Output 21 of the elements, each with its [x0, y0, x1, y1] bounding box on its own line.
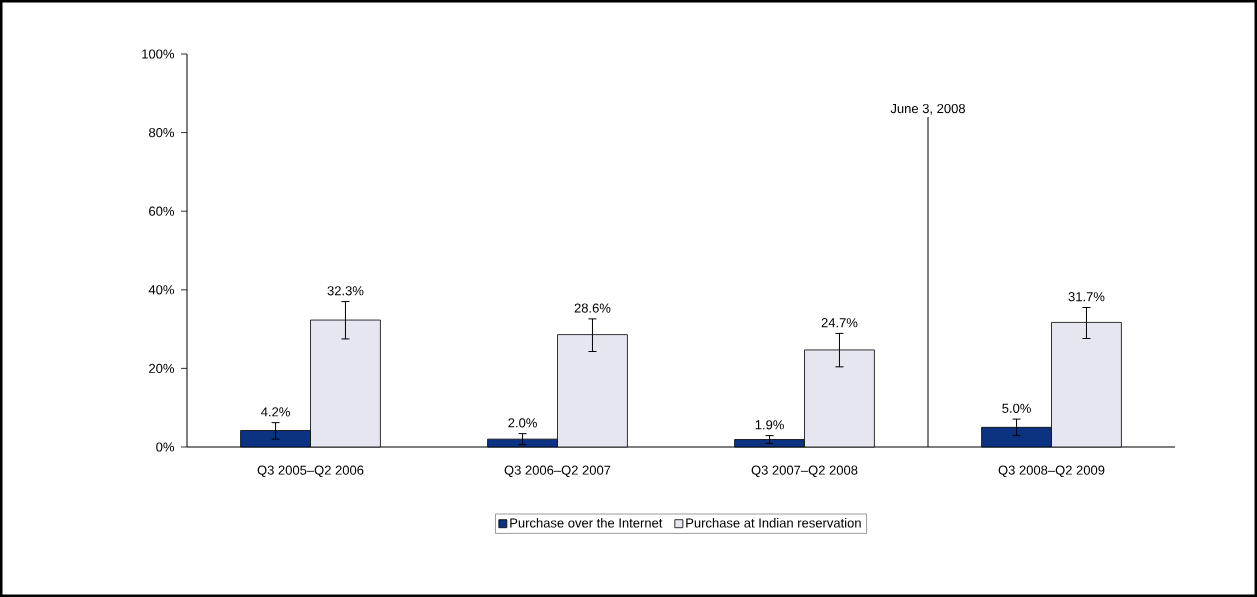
data-label: 31.7%	[1068, 292, 1105, 302]
y-tick-label: 0%	[156, 442, 175, 452]
data-label: 2.0%	[508, 418, 537, 428]
x-tick-label: Q3 2005–Q2 2006	[257, 465, 364, 478]
x-tick-label: Q3 2007–Q2 2008	[751, 465, 858, 478]
annotation: June 3, 2008	[890, 103, 966, 115]
legend-label: Purchase over the Internet	[510, 518, 663, 528]
x-tick-label: Q3 2006–Q2 2007	[504, 465, 611, 478]
y-tick-label: 100%	[142, 49, 175, 59]
data-label: 32.3%	[327, 286, 364, 296]
data-label: 1.9%	[755, 420, 784, 430]
y-tick-label: 80%	[149, 127, 175, 138]
x-tick-label: Q3 2008–Q2 2009	[998, 465, 1105, 478]
legend-label: Purchase at Indian reservation	[686, 518, 861, 528]
data-label: 28.6%	[574, 303, 611, 313]
y-tick-label: 20%	[149, 363, 175, 373]
data-label: 4.2%	[261, 407, 290, 417]
data-label: 24.7%	[821, 318, 858, 328]
y-tick-label: 60%	[149, 206, 175, 216]
y-tick-label: 40%	[148, 285, 175, 295]
data-label: 5.0%	[1002, 403, 1031, 413]
